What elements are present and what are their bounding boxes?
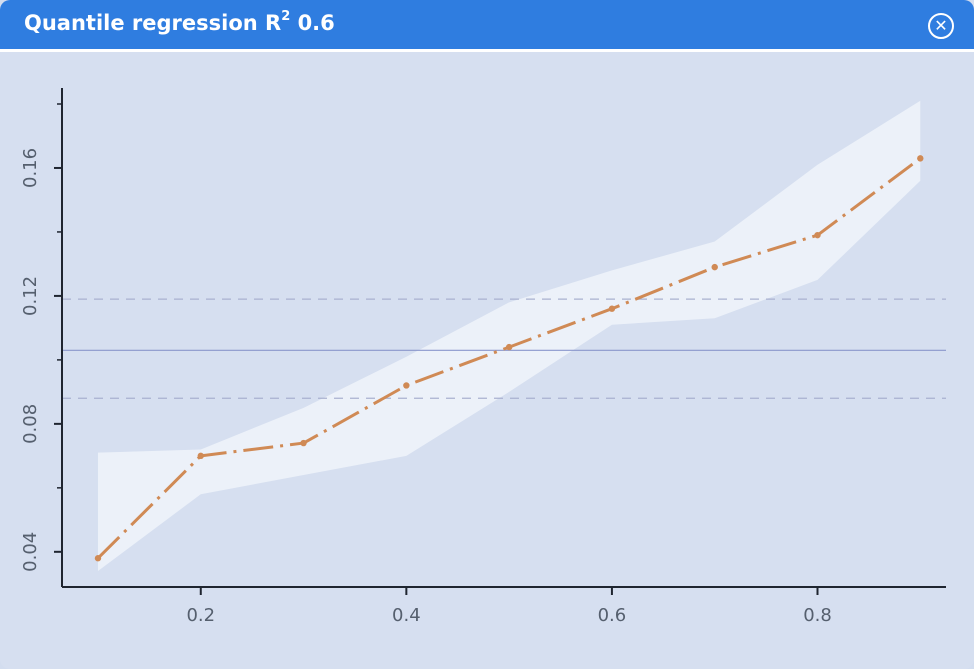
title-text: Quantile regression R	[24, 11, 282, 35]
series-points	[94, 155, 924, 562]
window-title: Quantile regression R2 0.6	[24, 9, 335, 35]
data-point	[94, 555, 102, 562]
quantile-chart: 0.04 0.08 0.12 0.16 0.2 0.4 0.6 0.8	[20, 88, 946, 626]
data-point	[608, 305, 616, 312]
close-icon[interactable]: ✕	[928, 13, 954, 39]
x-tick-label: 0.6	[598, 605, 627, 626]
data-point	[917, 155, 924, 162]
data-point	[814, 231, 821, 239]
y-tick-label: 0.04	[20, 532, 41, 572]
title-bar: Quantile regression R2 0.6 ✕	[0, 0, 974, 52]
y-tick-label: 0.12	[20, 276, 41, 316]
y-tick-label: 0.08	[20, 404, 41, 444]
confidence-band	[97, 100, 921, 572]
x-tick-label: 0.4	[392, 605, 421, 626]
data-point	[197, 452, 204, 460]
x-ticks: 0.2 0.4 0.6 0.8	[186, 587, 832, 626]
data-point	[300, 439, 307, 447]
title-superscript: 2	[281, 9, 291, 24]
y-tick-label: 0.16	[20, 148, 41, 188]
data-point	[403, 382, 410, 389]
x-tick-label: 0.8	[803, 605, 832, 626]
data-point	[505, 343, 513, 351]
x-tick-label: 0.2	[186, 605, 215, 626]
data-point	[711, 263, 718, 271]
y-ticks: 0.04 0.08 0.12 0.16	[20, 103, 62, 572]
title-value: 0.6	[297, 11, 335, 35]
